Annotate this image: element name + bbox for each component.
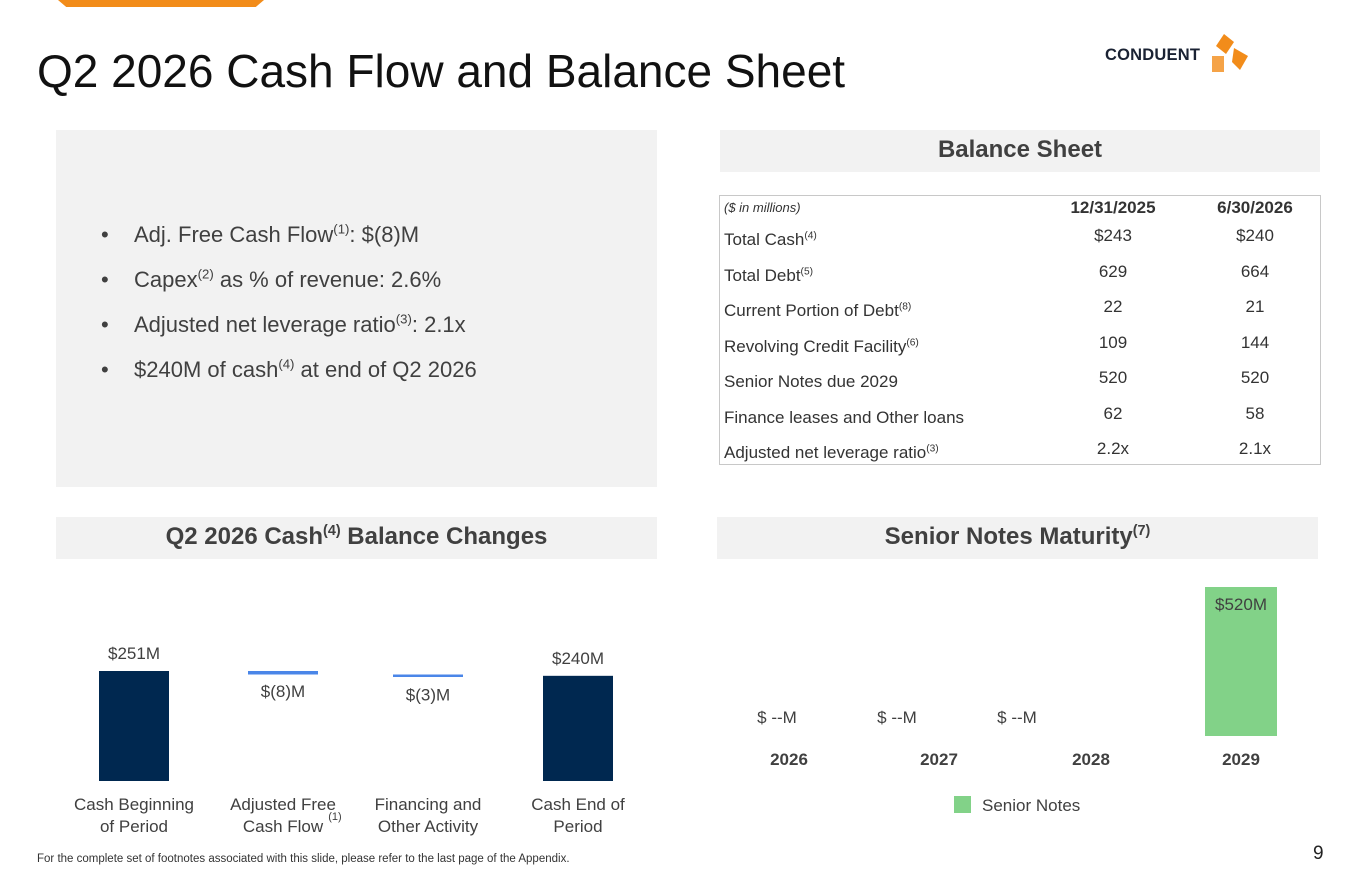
highlights-list: • Adj. Free Cash Flow(1): $(8)M • Capex(2) … [101,222,477,402]
row-label: Total Cash(4) [724,230,817,249]
legend-label: Senior Notes [982,796,1080,815]
cell-value: $243 [1094,226,1132,245]
bullet-icon: • [101,357,109,382]
footnote: For the complete set of footnotes associ… [37,853,570,865]
row-label: Adjusted net leverage ratio(3) [724,443,939,462]
data-label: $ --M [877,708,917,727]
company-logo: CONDUENT [1105,34,1255,78]
data-label: $(8)M [261,682,305,701]
table-row: Adjusted net leverage ratio(3) 2.2x 2.1x [720,435,1320,469]
table-row: Revolving Credit Facility(6) 109 144 [720,329,1320,363]
bar [393,674,463,678]
balance-sheet-header: Balance Sheet [720,130,1320,172]
highlights-panel: • Adj. Free Cash Flow(1): $(8)M • Capex(2) … [56,130,657,487]
bullet-icon: • [101,267,109,292]
category-label: 2026 [770,750,808,769]
highlight-item: • Adj. Free Cash Flow(1): $(8)M [101,221,420,247]
cash-waterfall-chart: $251M Cash Beginning of Period $(8)M Adjuste… [74,644,625,836]
data-label: $ --M [997,708,1037,727]
cell-value: 144 [1240,332,1270,352]
cell-value: 62 [1103,403,1123,423]
category-label: Cash End of [531,795,625,814]
data-label: $(3)M [406,686,450,705]
cell-value: 58 [1245,403,1265,423]
table-row: Finance leases and Other loans 62 58 [720,400,1320,434]
cell-value: 109 [1098,332,1128,352]
page-number: 9 [1313,843,1324,864]
slide-title: Q2 2026 Cash Flow and Balance Sheet [37,45,846,97]
data-label: $520M [1215,595,1267,614]
cell-value: 2.1x [1238,439,1272,458]
data-label: $251M [108,644,160,663]
logo-wordmark: CONDUENT [1105,46,1201,64]
cell-value: 629 [1098,261,1128,281]
highlight-item: • Capex(2) as % of revenue: 2.6% [101,266,442,292]
table-row: Total Cash(4) $243 $240 [720,222,1320,256]
data-label: $ --M [757,708,797,727]
cell-value: 22 [1103,297,1123,316]
cell-value: 2.2x [1096,439,1130,458]
row-label: Finance leases and Other loans [724,407,965,427]
units-label: ($ in millions) [724,200,801,215]
row-label: Current Portion of Debt(8) [724,301,912,320]
row-label: Total Debt(5) [724,265,813,285]
legend-swatch [954,796,971,813]
bullet-icon: • [101,222,109,247]
category-label: Other Activity [378,817,479,836]
bullet-icon: • [101,312,109,337]
accent-bar [58,0,264,7]
balance-sheet-table: ($ in millions) 12/31/2025 6/30/2026 Total … [719,195,1321,465]
cash-balance-header: Q2 2026 Cash(4) Balance Changes [56,517,657,559]
category-label: 2028 [1072,750,1110,769]
table-row: Current Portion of Debt(8) 22 21 [720,293,1320,327]
category-label: Cash Beginning [74,795,194,814]
category-label: 2029 [1222,750,1260,769]
column-header: 12/31/2025 [1070,198,1156,217]
category-label: of Period [100,817,168,836]
column-header: 6/30/2026 [1217,198,1293,217]
cell-value: 520 [1098,368,1128,387]
cell-value: 664 [1240,261,1270,281]
balance-sheet-header-row: ($ in millions) 12/31/2025 6/30/2026 [720,196,1320,230]
bar [1205,587,1277,736]
logo-mark-icon [1212,34,1248,72]
highlight-item: • $240M of cash(4) at end of Q2 2026 [101,356,477,382]
highlight-item: • Adjusted net leverage ratio(3): 2.1x [101,311,466,337]
bar [543,675,613,781]
category-label: Adjusted Free [230,795,336,814]
data-label: $240M [552,649,604,668]
category-label: 2027 [920,750,958,769]
category-label: Financing and [375,795,482,814]
category-footnote: (1) [328,811,341,823]
senior-notes-chart: $ --M 2026 $ --M 2027 $ --M 2028 $520M 2029 Seni… [757,587,1277,815]
bar [99,671,169,781]
category-label: Cash Flow [243,817,324,836]
bar [248,671,318,675]
category-label: Period [553,817,602,836]
row-label: Revolving Credit Facility(6) [724,336,919,356]
cell-value: 21 [1245,297,1265,316]
table-row: Total Debt(5) 629 664 [720,258,1320,292]
cell-value: $240 [1236,226,1274,245]
row-label: Senior Notes due 2029 [724,372,898,391]
cell-value: 520 [1240,368,1270,387]
senior-notes-header: Senior Notes Maturity(7) [717,517,1318,559]
table-row: Senior Notes due 2029 520 520 [720,364,1320,398]
